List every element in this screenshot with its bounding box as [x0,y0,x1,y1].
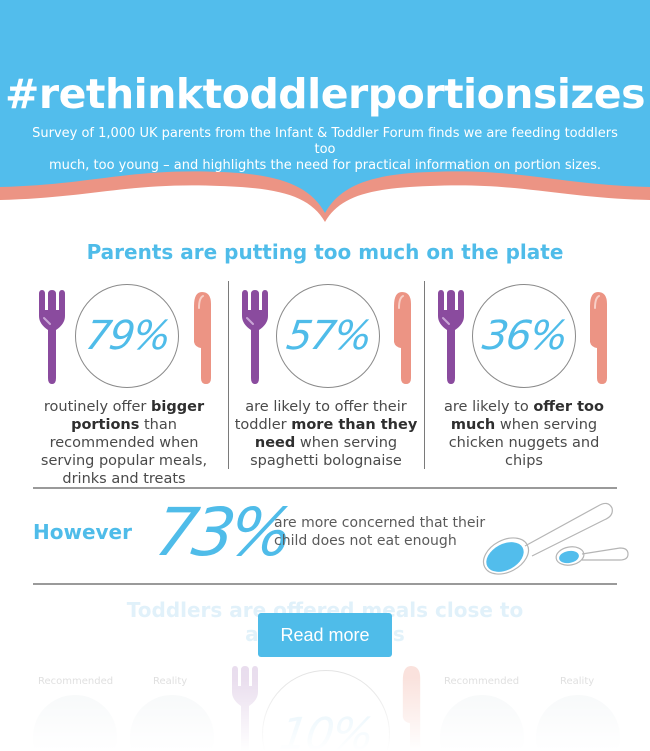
book-banner-shape [0,0,650,232]
header-banner: #rethinktoddlerportionsizes Survey of 1,… [0,0,650,232]
stat-card-36: 36% are likely to offer too much when se… [424,280,634,470]
stat-card-57: 57% are likely to offer their toddler mo… [228,280,424,470]
subtitle-line-2: much, too young – and highlights the nee… [48,158,602,173]
knife-icon [194,292,211,384]
stat-value: 57% [283,313,373,359]
however-text: are more concerned that their child does… [274,515,486,549]
knife-icon [394,292,411,384]
horizontal-divider-bottom [33,583,617,585]
column-divider [424,281,425,469]
plate-circle: 57% [276,284,380,388]
plate-circle: 36% [472,284,576,388]
section-title-plate: Parents are putting too much on the plat… [86,240,564,264]
fork-icon [39,290,65,384]
however-value: 73% [150,494,294,571]
knife-icon [590,292,607,384]
stat-card-79: 79% routinely offer bigger portions than… [20,280,228,487]
fork-icon [242,290,268,384]
stat-description: routinely offer bigger portions than rec… [40,399,208,487]
header-subtitle: Survey of 1,000 UK parents from the Infa… [20,126,630,174]
column-divider [228,281,229,469]
plate-circle: 79% [75,284,179,388]
hashtag-title: #rethinktoddlerportionsizes [5,70,646,118]
stat-value: 79% [82,313,172,359]
stat-value: 36% [479,313,569,359]
read-more-button[interactable]: Read more [258,613,392,657]
stat-description: are likely to offer their toddler more t… [234,399,418,469]
however-label: However [33,520,132,544]
spoons-icon [482,502,629,575]
subtitle-line-1: Survey of 1,000 UK parents from the Infa… [32,126,618,157]
fork-icon [438,290,464,384]
horizontal-divider-top [33,487,617,489]
stat-description: are likely to offer too much when servin… [444,399,604,469]
